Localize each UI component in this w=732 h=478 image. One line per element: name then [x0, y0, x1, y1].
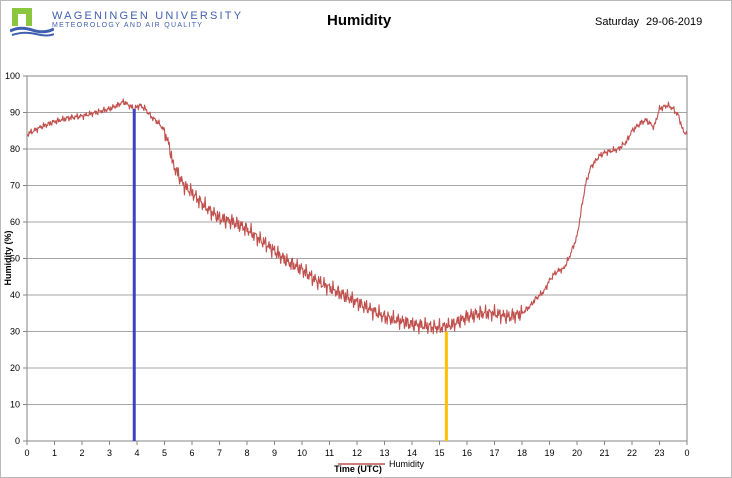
x-tick-label: 20 — [572, 448, 582, 458]
y-tick-label: 50 — [10, 254, 20, 264]
wageningen-logo — [10, 8, 54, 37]
x-tick-label: 7 — [217, 448, 222, 458]
x-tick-label: 21 — [599, 448, 609, 458]
y-tick-label: 70 — [10, 181, 20, 191]
marker-layer — [132, 108, 448, 441]
x-tick-label: 3 — [107, 448, 112, 458]
x-tick-label: 13 — [379, 448, 389, 458]
humidity-series-line — [26, 98, 688, 336]
department-name: METEOROLOGY AND AIR QUALITY — [52, 22, 204, 29]
y-tick-label: 60 — [10, 217, 20, 227]
x-tick-label: 2 — [79, 448, 84, 458]
y-tick-label: 0 — [15, 436, 20, 446]
x-axis-ticks: 0 1 2 3 4 5 6 7 8 9 10 11 12 13 14 15 16 17 18 19 20 21 22 23 0 — [24, 441, 690, 458]
x-tick-label: 16 — [462, 448, 472, 458]
gridlines — [27, 75, 687, 442]
x-tick-label: 10 — [297, 448, 307, 458]
date-weekday: Saturday — [595, 16, 640, 28]
series-layer — [26, 98, 688, 336]
x-tick-label: 1 — [52, 448, 57, 458]
y-tick-label: 20 — [10, 363, 20, 373]
x-tick-label: 9 — [272, 448, 277, 458]
x-tick-label: 12 — [352, 448, 362, 458]
x-tick-label: 19 — [544, 448, 554, 458]
legend-label: Humidity — [389, 459, 425, 469]
y-tick-label: 10 — [10, 400, 20, 410]
x-tick-label: 0 — [24, 448, 29, 458]
chart-title: Humidity — [327, 12, 392, 29]
y-tick-label: 40 — [10, 290, 20, 300]
y-axis-label: Humidity (%) — [3, 230, 13, 285]
x-tick-label: 17 — [489, 448, 499, 458]
y-tick-label: 90 — [10, 108, 20, 118]
x-tick-label: 14 — [407, 448, 417, 458]
x-tick-label: 4 — [134, 448, 139, 458]
x-tick-label: 22 — [627, 448, 637, 458]
y-tick-label: 80 — [10, 144, 20, 154]
x-tick-label: 6 — [189, 448, 194, 458]
x-tick-label: 18 — [517, 448, 527, 458]
x-tick-label: 8 — [244, 448, 249, 458]
y-axis-ticks: 0 10 20 30 40 50 60 70 80 90 100 — [5, 71, 27, 446]
x-tick-label: 23 — [654, 448, 664, 458]
x-tick-label: 5 — [162, 448, 167, 458]
x-tick-label: 11 — [325, 448, 334, 458]
y-tick-label: 100 — [5, 71, 20, 81]
x-tick-label: 15 — [434, 448, 444, 458]
x-axis-label: Time (UTC) — [334, 464, 382, 474]
university-name: WAGENINGEN UNIVERSITY — [52, 10, 244, 22]
y-tick-label: 30 — [10, 327, 20, 337]
x-tick-label: 0 — [684, 448, 689, 458]
date-value: 29-06-2019 — [646, 16, 703, 28]
